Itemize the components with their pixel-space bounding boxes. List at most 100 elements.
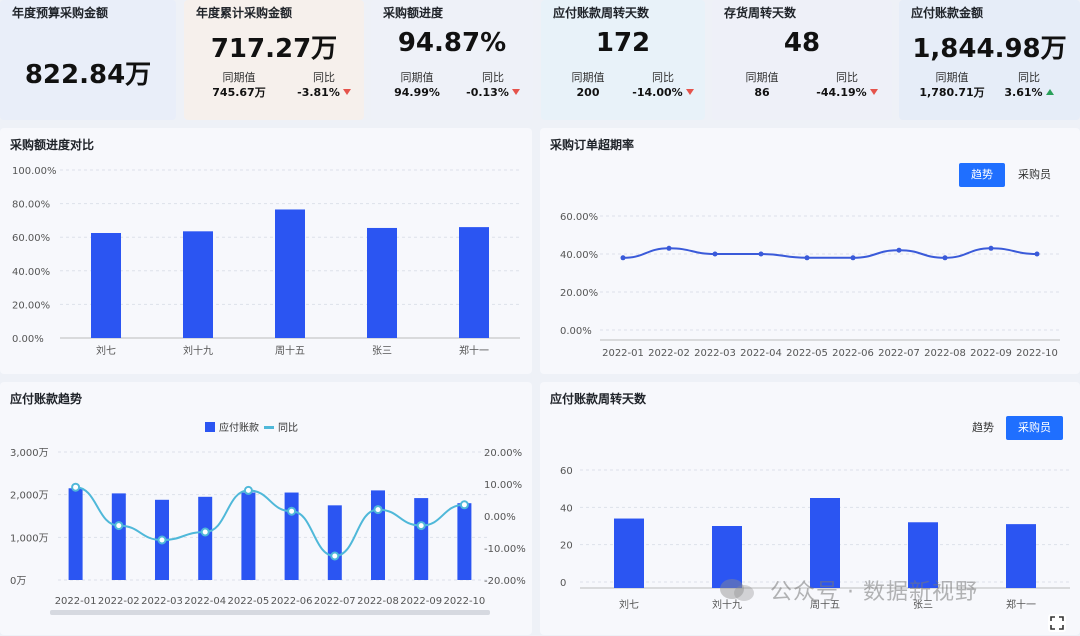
kpi-card-cumulative-purchase: 年度累计采购金额 717.27万 同期值 745.67万 同比 -3.81%: [184, 0, 364, 120]
bar: [275, 209, 305, 338]
kpi-title: 应付账款金额: [911, 6, 984, 20]
legend-swatch-line: [264, 426, 274, 429]
kpi-yoy-value: -0.13%: [466, 86, 509, 99]
series-line: [622, 247, 1038, 259]
bar: [68, 488, 83, 580]
kpi-prev-value: 86: [754, 86, 770, 99]
kpi-yoy-label: 同比: [1018, 71, 1040, 84]
data-point: [758, 251, 764, 257]
trend-tab[interactable]: 趋势: [972, 421, 994, 434]
bar: [810, 498, 840, 588]
kpi-yoy: 同比 -44.19%: [806, 70, 888, 100]
kpi-card-payable-turnover: 应付账款周转天数 172 同期值 200 同比 -14.00%: [541, 0, 705, 120]
kpi-prev: 同期值 745.67万: [204, 70, 274, 100]
y-tick-label: 20: [560, 541, 573, 552]
kpi-title: 采购额进度: [383, 6, 444, 20]
y-tick-label: 40: [560, 503, 573, 514]
data-point: [804, 255, 810, 261]
y-tick-label: 80.00%: [12, 200, 50, 211]
y-right-tick-label: 10.00%: [484, 480, 522, 491]
y-tick-label: 60.00%: [12, 233, 50, 244]
kpi-prev-value: 94.99%: [394, 86, 440, 99]
data-point: [988, 245, 994, 251]
down-arrow-icon: [511, 89, 520, 95]
kpi-card-progress: 采购额进度 94.87% 同期值 94.99% 同比 -0.13%: [371, 0, 533, 120]
kpi-yoy-value: 3.61%: [1004, 86, 1043, 99]
kpi-yoy-value: -14.00%: [632, 86, 683, 99]
kpi-yoy: 同比 -0.13%: [455, 70, 531, 100]
watermark-text: 公众号 · 数据新视野: [770, 580, 978, 605]
legend-label: 同比: [278, 422, 298, 434]
kpi-card-budget: 年度预算采购金额 822.84万: [0, 0, 176, 120]
chart-overdue-rate: 0.00% 20.00% 40.00% 60.00% 2022-01 2022-02 202…: [560, 212, 1060, 359]
kpi-title: 存货周转天数: [724, 6, 797, 20]
kpi-prev-label: 同期值: [571, 71, 605, 84]
kpi-value: 1,844.98万: [912, 34, 1067, 64]
chart-payable-turnover-days: 0 20 40 60 刘七 刘十九 周十五 张三 郑十一: [560, 466, 1070, 611]
x-tick-label: 2022-02: [648, 348, 690, 359]
x-tick-label: 张三: [913, 599, 933, 611]
x-tick-label: 2022-05: [228, 596, 270, 607]
kpi-prev-value: 1,780.71万: [919, 86, 985, 99]
trend-tab[interactable]: 趋势: [959, 163, 1005, 187]
legend-label: 应付账款: [219, 421, 259, 434]
y-right-tick-label: -20.00%: [484, 576, 526, 587]
bar: [414, 498, 429, 580]
buyer-tab[interactable]: 采购员: [1018, 168, 1051, 181]
kpi-yoy: 同比 3.61%: [999, 70, 1059, 100]
data-point: [1034, 251, 1040, 257]
bar: [284, 492, 299, 580]
down-arrow-icon: [342, 89, 351, 95]
kpi-yoy-label: 同比: [652, 71, 674, 84]
y-tick-label: 0.00%: [560, 326, 592, 337]
data-point-yoy: [416, 521, 426, 531]
kpi-title: 年度累计采购金额: [196, 6, 293, 20]
x-tick-label: 2022-08: [357, 596, 399, 607]
panel-purchase-progress: 采购额进度对比 0.00% 20.00% 40.00% 60.00% 80.00% 100…: [0, 128, 532, 374]
bar: [459, 227, 489, 338]
chart-payable-trend: 0万 1,000万 2,000万 3,000万 -20.00% -10.00% 0.00% 1…: [10, 421, 526, 615]
data-point-yoy: [157, 535, 167, 545]
data-point-yoy: [71, 482, 81, 492]
legend-swatch-bar: [205, 422, 215, 432]
panel-title: 采购额进度对比: [10, 138, 95, 152]
fullscreen-icon[interactable]: [1048, 614, 1066, 632]
data-point: [850, 255, 856, 261]
down-arrow-icon: [685, 89, 694, 95]
y-tick-label: 2,000万: [10, 491, 49, 502]
bar: [457, 503, 472, 580]
panel-payable-trend: 应付账款趋势 0万 1,000万 2,000万 3,000万 -20.00% -10.00…: [0, 382, 532, 635]
bar: [327, 505, 342, 580]
kpi-prev: 同期值 94.99%: [383, 70, 451, 100]
x-tick-label: 2022-04: [184, 596, 226, 607]
x-tick-label: 2022-02: [98, 596, 140, 607]
x-tick-label: 刘十九: [712, 598, 742, 611]
data-point-yoy: [459, 500, 469, 510]
y-tick-label: 3,000万: [10, 448, 49, 459]
kpi-yoy: 同比 -14.00%: [623, 70, 703, 100]
kpi-yoy-label: 同比: [313, 71, 335, 84]
x-tick-label: 2022-01: [55, 596, 97, 607]
data-point-yoy: [287, 506, 297, 516]
bar: [712, 526, 742, 588]
x-tick-label: 2022-05: [786, 348, 828, 359]
y-tick-label: 0万: [10, 576, 26, 587]
y-tick-label: 60.00%: [560, 212, 598, 223]
data-point: [712, 251, 718, 257]
kpi-prev-label: 同期值: [935, 71, 969, 84]
kpi-title: 年度预算采购金额: [12, 6, 109, 20]
series-line-yoy: [75, 486, 465, 558]
down-arrow-icon: [869, 89, 878, 95]
kpi-prev-label: 同期值: [745, 71, 779, 84]
kpi-value: 717.27万: [210, 34, 338, 64]
x-tick-label: 2022-10: [444, 596, 486, 607]
y-tick-label: 40.00%: [560, 250, 598, 261]
y-tick-label: 100.00%: [12, 166, 57, 177]
panel-title: 应付账款趋势: [10, 392, 83, 406]
buyer-tab[interactable]: 采购员: [1006, 416, 1063, 440]
kpi-prev: 同期值 86: [728, 70, 796, 100]
chart-purchase-progress: 0.00% 20.00% 40.00% 60.00% 80.00% 100.00% 刘七 刘十…: [12, 166, 520, 357]
x-tick-label: 周十五: [275, 344, 305, 357]
bar: [1006, 524, 1036, 588]
bar: [91, 233, 121, 338]
